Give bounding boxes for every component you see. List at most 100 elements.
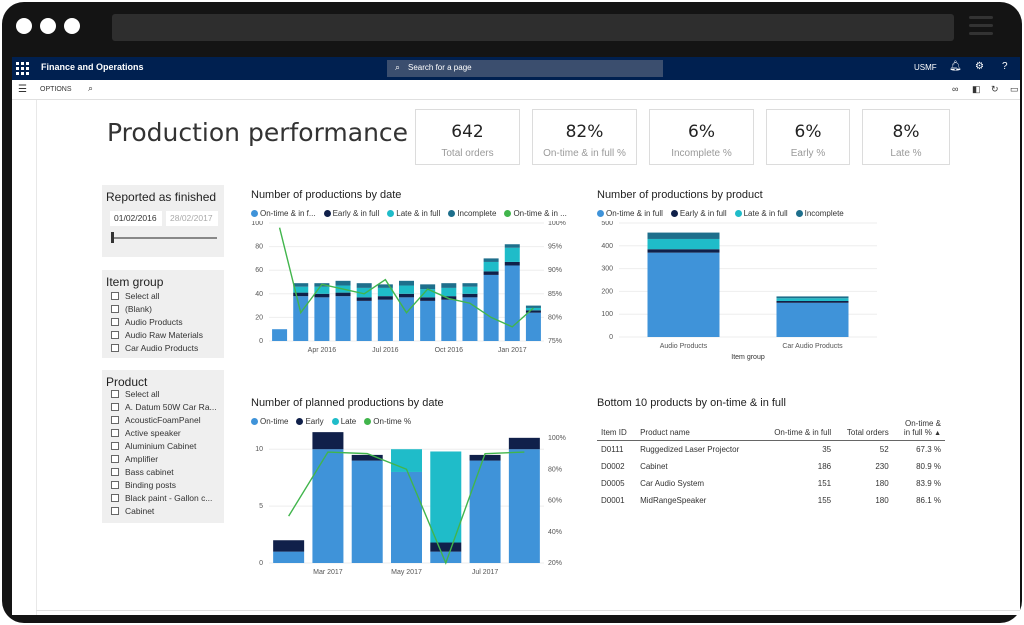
bar-segment[interactable] — [441, 287, 457, 297]
date-end-input[interactable]: 28/02/2017 — [166, 211, 218, 226]
table-row[interactable]: D0002 Cabinet 186 230 80.9 % — [597, 458, 945, 475]
bar-segment[interactable] — [430, 551, 462, 563]
bar-segment[interactable] — [508, 437, 540, 450]
legend-item[interactable]: On-time & in full — [597, 209, 667, 218]
bar-segment[interactable] — [462, 293, 478, 298]
action-search-icon[interactable]: ⌕ — [88, 83, 94, 93]
table-row[interactable]: D0005 Car Audio System 151 180 83.9 % — [597, 475, 945, 492]
bar-segment[interactable] — [483, 258, 499, 262]
bar-segment[interactable] — [377, 296, 393, 300]
bar-segment[interactable] — [399, 280, 414, 286]
help-icon[interactable]: ? — [1002, 61, 1008, 72]
bar-segment[interactable] — [420, 297, 436, 301]
bar-segment[interactable] — [377, 287, 393, 297]
bar-segment[interactable] — [508, 449, 540, 563]
bar-segment[interactable] — [273, 540, 305, 552]
bar-segment[interactable] — [462, 283, 478, 287]
bar-segment[interactable] — [293, 292, 309, 297]
bar-segment[interactable] — [504, 261, 520, 266]
kpi-on-time-in-full[interactable]: 82% On-time & in full % — [532, 109, 637, 165]
bar-segment[interactable] — [314, 297, 330, 341]
kpi-early[interactable]: 6% Early % — [766, 109, 850, 165]
bar-segment[interactable] — [312, 449, 344, 563]
bar-segment[interactable] — [525, 305, 541, 308]
bar-segment[interactable] — [483, 261, 499, 272]
line-series[interactable] — [278, 227, 534, 328]
checkbox-icon[interactable] — [111, 331, 119, 339]
page-search-input[interactable]: ⌕ Search for a page — [387, 60, 663, 77]
bar-segment[interactable] — [293, 283, 309, 287]
checkbox-icon[interactable] — [111, 292, 119, 300]
checkbox-icon[interactable] — [111, 416, 119, 424]
legend-item[interactable]: Late & in full — [734, 209, 792, 218]
slicer-option[interactable]: Active speaker — [111, 428, 221, 438]
col-header-item-id[interactable]: Item ID — [597, 416, 637, 441]
bar-segment[interactable] — [469, 454, 501, 461]
company-picker[interactable]: USMF — [914, 63, 937, 72]
bar-segment[interactable] — [399, 285, 414, 294]
slicer-option[interactable]: A. Datum 50W Car Ra... — [111, 402, 221, 412]
bar-segment[interactable] — [469, 460, 501, 563]
bar-segment[interactable] — [314, 286, 330, 294]
checkbox-icon[interactable] — [111, 468, 119, 476]
slicer-option[interactable]: Black paint - Gallon c... — [111, 493, 221, 503]
bar-segment[interactable] — [430, 451, 462, 543]
bar-segment[interactable] — [462, 297, 478, 341]
bar-segment[interactable] — [377, 299, 393, 341]
slicer-option[interactable]: Select all — [111, 389, 221, 399]
legend-item[interactable]: Late & in full — [387, 209, 444, 218]
bar-segment[interactable] — [647, 238, 720, 250]
bar-segment[interactable] — [335, 280, 351, 286]
checkbox-icon[interactable] — [111, 494, 119, 502]
bar-segment[interactable] — [525, 312, 541, 341]
bar-segment[interactable] — [335, 292, 351, 297]
slicer-option[interactable]: Audio Products — [111, 317, 221, 327]
bar-segment[interactable] — [483, 274, 499, 341]
bar-segment[interactable] — [351, 460, 383, 563]
refresh-icon[interactable]: ↻ — [991, 84, 999, 94]
maximize-window-dot[interactable] — [64, 18, 80, 34]
checkbox-icon[interactable] — [111, 429, 119, 437]
legend-item[interactable]: Early — [296, 417, 327, 426]
col-header-total-orders[interactable]: Total orders — [835, 416, 893, 441]
bar-segment[interactable] — [504, 265, 520, 341]
bar-segment[interactable] — [272, 329, 288, 341]
bar-segment[interactable] — [504, 244, 520, 248]
popout-icon[interactable]: ▭ — [1010, 84, 1019, 94]
legend-item[interactable]: On-time % — [364, 417, 415, 426]
checkbox-icon[interactable] — [111, 481, 119, 489]
bar-segment[interactable] — [351, 454, 383, 461]
options-tab[interactable]: OPTIONS — [40, 86, 72, 93]
col-header-product-name[interactable]: Product name — [636, 416, 761, 441]
bar-segment[interactable] — [441, 299, 457, 341]
checkbox-icon[interactable] — [111, 390, 119, 398]
checkbox-icon[interactable] — [111, 455, 119, 463]
bar-segment[interactable] — [293, 296, 309, 341]
hamburger-icon[interactable]: ☰ — [18, 84, 27, 95]
bar-segment[interactable] — [356, 283, 372, 288]
bar-segment[interactable] — [504, 247, 520, 262]
legend-item[interactable]: Incomplete — [448, 209, 500, 218]
table-row[interactable]: D0111 Ruggedized Laser Projector 35 52 67.3 … — [597, 441, 945, 459]
address-bar[interactable] — [112, 14, 954, 41]
slicer-option[interactable]: Cabinet — [111, 506, 221, 516]
bar-segment[interactable] — [356, 287, 372, 298]
app-name[interactable]: Finance and Operations — [41, 62, 144, 72]
bar-segment[interactable] — [273, 551, 305, 563]
bar-segment[interactable] — [776, 298, 849, 301]
checkbox-icon[interactable] — [111, 442, 119, 450]
slicer-option[interactable]: Binding posts — [111, 480, 221, 490]
table-row[interactable]: D0001 MidRangeSpeaker 155 180 86.1 % — [597, 492, 945, 509]
slicer-option[interactable]: Amplifier — [111, 454, 221, 464]
bar-segment[interactable] — [462, 286, 478, 294]
app-launcher-icon[interactable] — [16, 62, 30, 75]
bell-icon[interactable]: 🔔︎ — [949, 61, 962, 72]
slicer-option[interactable]: Audio Raw Materials — [111, 330, 221, 340]
bar-segment[interactable] — [525, 307, 541, 311]
bar-segment[interactable] — [430, 542, 462, 552]
checkbox-icon[interactable] — [111, 305, 119, 313]
slicer-option[interactable]: Select all — [111, 291, 221, 301]
slicer-option[interactable]: Car Audio Products — [111, 343, 221, 353]
bar-segment[interactable] — [356, 297, 372, 301]
line-series[interactable] — [288, 451, 525, 565]
